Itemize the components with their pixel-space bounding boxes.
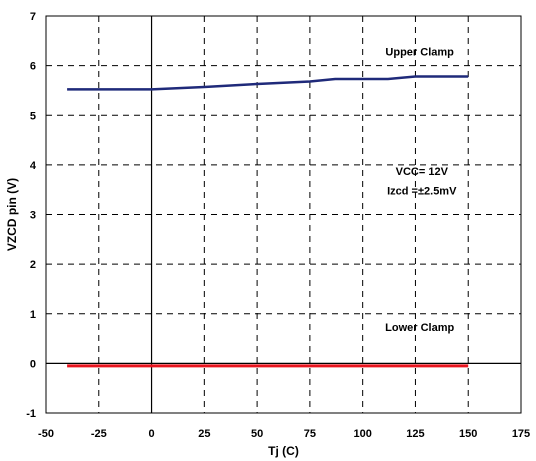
x-tick-label: 150 <box>459 428 477 440</box>
x-tick-label: -25 <box>91 428 107 440</box>
x-tick-label: 175 <box>512 428 530 440</box>
y-tick-label: 6 <box>30 61 36 73</box>
y-tick-label: 5 <box>30 110 36 122</box>
chart-annotation: Upper Clamp <box>385 47 454 59</box>
chart-annotation: Lower Clamp <box>385 322 454 334</box>
x-tick-label: 75 <box>304 428 316 440</box>
chart-annotation: VCC= 12V <box>396 166 449 178</box>
zero-axis-lines <box>46 16 521 413</box>
y-tick-labels: -1 0 1 2 3 4 5 6 7 <box>26 11 37 420</box>
x-axis-title: Tj (C) <box>268 444 299 458</box>
y-tick-label: 2 <box>30 259 36 271</box>
y-tick-label: -1 <box>26 408 36 420</box>
y-tick-label: 1 <box>30 309 36 321</box>
y-tick-label: 4 <box>30 160 37 172</box>
x-tick-label: 100 <box>353 428 371 440</box>
y-tick-label: 0 <box>30 358 36 370</box>
y-axis-title: VZCD pin (V) <box>5 178 19 251</box>
x-tick-label: -50 <box>38 428 54 440</box>
grid-layer <box>46 16 521 413</box>
chart-annotation: Izcd =±2.5mV <box>387 186 457 198</box>
y-tick-label: 7 <box>30 11 36 23</box>
x-tick-label: 125 <box>406 428 424 440</box>
y-tick-label: 3 <box>30 210 36 222</box>
x-tick-labels: -50 -25 0 25 50 75 100 125 150 175 <box>38 428 530 440</box>
series-layer <box>67 75 469 368</box>
annotations: Upper Clamp Lower Clamp VCC= 12V Izcd =±2.5… <box>385 47 457 334</box>
x-tick-label: 25 <box>198 428 210 440</box>
x-tick-label: 0 <box>148 428 154 440</box>
plot-frame <box>45 15 522 414</box>
series-line-1 <box>67 75 469 91</box>
x-tick-label: 50 <box>251 428 263 440</box>
